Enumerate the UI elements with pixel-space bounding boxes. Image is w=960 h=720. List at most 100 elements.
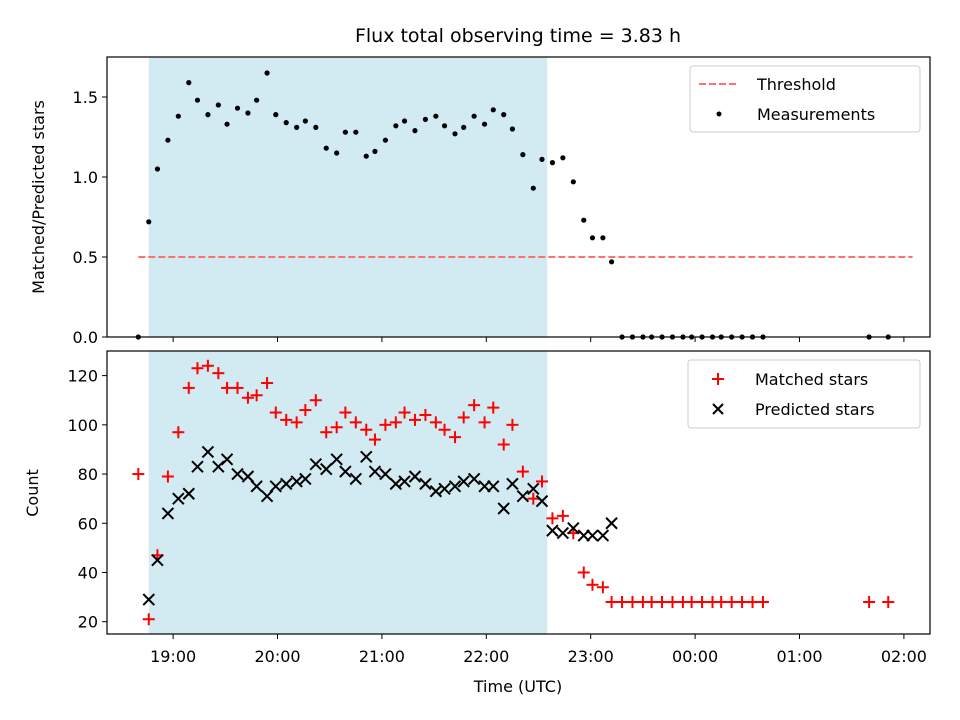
matched-star-point: [389, 416, 402, 429]
top-legend: Threshold Measurements: [689, 65, 921, 133]
matched-star-point: [696, 596, 709, 609]
measurement-point: [342, 129, 348, 135]
matched-star-point: [746, 596, 759, 609]
predicted-star-point: [546, 524, 559, 537]
x-tick-label: 00:00: [672, 647, 718, 666]
predicted-star-point: [172, 492, 185, 505]
matched-star-point: [368, 433, 381, 446]
bottom-y-tick-label: 120: [67, 367, 98, 386]
predicted-star-point: [497, 502, 510, 515]
matched-star-point: [546, 512, 559, 525]
predicted-star-point: [487, 480, 500, 493]
matched-star-point: [339, 406, 352, 419]
measurement-point: [471, 113, 477, 119]
measurement-point: [412, 128, 418, 134]
top-observing-span: [148, 57, 548, 337]
predicted-star-point: [241, 470, 255, 483]
predicted-star-point: [467, 472, 481, 486]
x-axis-label: Time (UTC): [473, 677, 562, 696]
matched-star-point: [535, 475, 548, 488]
predicted-star-point: [299, 472, 312, 486]
matched-star-point: [419, 408, 432, 421]
matched-star-point: [685, 596, 698, 609]
matched-star-point: [261, 376, 274, 389]
predicted-star-point: [182, 487, 195, 500]
predicted-star-point: [379, 467, 392, 481]
measurement-point: [363, 153, 369, 159]
measurement-point: [461, 124, 467, 130]
measurement-point: [393, 123, 399, 129]
measurement-point: [245, 110, 251, 116]
matched-star-point: [645, 596, 658, 609]
bottom-y-tick-label: 20: [78, 613, 98, 632]
predicted-star-point: [535, 494, 549, 508]
chart-title: Flux total observing time = 3.83 h: [355, 25, 681, 47]
predicted-star-point: [527, 482, 540, 496]
measurement-point: [560, 155, 566, 161]
predicted-star-point: [516, 489, 530, 503]
matched-star-point: [280, 413, 293, 426]
measurement-point: [323, 145, 329, 151]
measurement-point: [481, 121, 488, 127]
predicted-star-point: [429, 485, 443, 498]
measurement-point: [273, 112, 279, 118]
measurement-point: [254, 97, 260, 103]
matched-star-point: [656, 596, 669, 609]
legend-predicted-label: Predicted stars: [755, 400, 875, 419]
matched-star-point: [596, 581, 609, 594]
measurement-point: [372, 148, 378, 154]
top-panel: 0.0 0.5 1.0 1.5 Matched/Predicted stars Thr…: [29, 56, 931, 347]
measurement-point: [530, 185, 536, 191]
predicted-star-point: [438, 482, 451, 496]
measurement-point: [205, 112, 211, 118]
matched-star-point: [320, 426, 333, 439]
measurement-point: [146, 219, 152, 225]
x-tick-label: 22:00: [463, 647, 509, 666]
matched-star-point: [299, 404, 312, 417]
bottom-legend-box: [687, 359, 921, 429]
matched-star-point: [438, 423, 451, 436]
matched-star-point: [360, 423, 373, 436]
matched-star-point: [429, 416, 442, 429]
matched-star-point: [487, 401, 500, 414]
predicted-star-point: [151, 553, 164, 567]
predicted-star-point: [220, 453, 234, 466]
legend-predicted-swatch: [712, 403, 724, 415]
matched-star-point: [725, 596, 738, 609]
matched-star-point: [516, 465, 529, 478]
predicted-star-point: [349, 472, 363, 486]
matched-star-point: [497, 438, 510, 451]
top-legend-box: [689, 65, 921, 133]
measurement-point: [422, 116, 429, 122]
measurement-point: [401, 118, 408, 124]
matched-star-point: [349, 416, 362, 429]
matched-star-point: [882, 596, 895, 609]
measurement-point: [433, 113, 439, 119]
measurement-point: [581, 217, 587, 223]
top-y-tick-label: 0.0: [73, 328, 98, 347]
predicted-star-point: [556, 526, 570, 540]
matched-star-point: [142, 613, 155, 626]
bottom-y-tick-label: 60: [78, 514, 98, 533]
predicted-star-point: [191, 460, 204, 473]
x-tick-label: 02:00: [881, 647, 927, 666]
measurement-point: [283, 120, 289, 126]
matched-star-point: [863, 596, 876, 609]
matched-star-point: [457, 411, 470, 424]
legend-threshold-label: Threshold: [756, 75, 836, 94]
predicted-star-point: [330, 453, 343, 466]
predicted-star-point: [419, 477, 432, 491]
measurement-point: [186, 80, 192, 86]
measurement-point: [154, 166, 161, 172]
matched-star-point: [132, 468, 145, 481]
x-tick-label: 01:00: [776, 647, 822, 666]
measurement-point: [234, 105, 241, 111]
predicted-star-point: [260, 489, 274, 503]
top-y-tick-label: 0.5: [73, 248, 98, 267]
predicted-star-point: [389, 477, 403, 491]
matched-star-point: [191, 362, 204, 375]
matched-star-point: [408, 413, 421, 426]
matched-star-point: [309, 394, 322, 407]
bottom-y-tick-label: 80: [78, 465, 98, 484]
bottom-y-tick-label: 100: [67, 416, 98, 435]
